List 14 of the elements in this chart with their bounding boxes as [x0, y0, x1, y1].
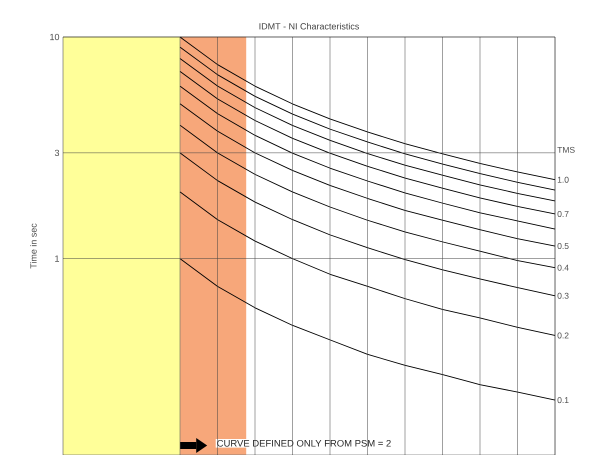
- annotation: CURVE DEFINED ONLY FROM PSM = 2: [217, 440, 391, 447]
- series-label: 0.7: [558, 211, 569, 217]
- annotation: TMS: [557, 146, 575, 153]
- series-label: 0.4: [558, 264, 569, 271]
- chart-title: IDMT - NI Characteristics: [260, 22, 359, 30]
- y-tick-label: 1: [55, 256, 60, 262]
- series-label: 1.0: [558, 176, 569, 183]
- series-label: 0.5: [558, 243, 569, 250]
- series-label: 0.2: [558, 332, 569, 338]
- series-label: 0.3: [558, 292, 569, 299]
- y-axis-title: Time in sec: [30, 223, 37, 269]
- y-tick-label: 3: [54, 150, 60, 156]
- y-tick-label: 10: [50, 34, 60, 40]
- series-label: 0.1: [558, 397, 569, 404]
